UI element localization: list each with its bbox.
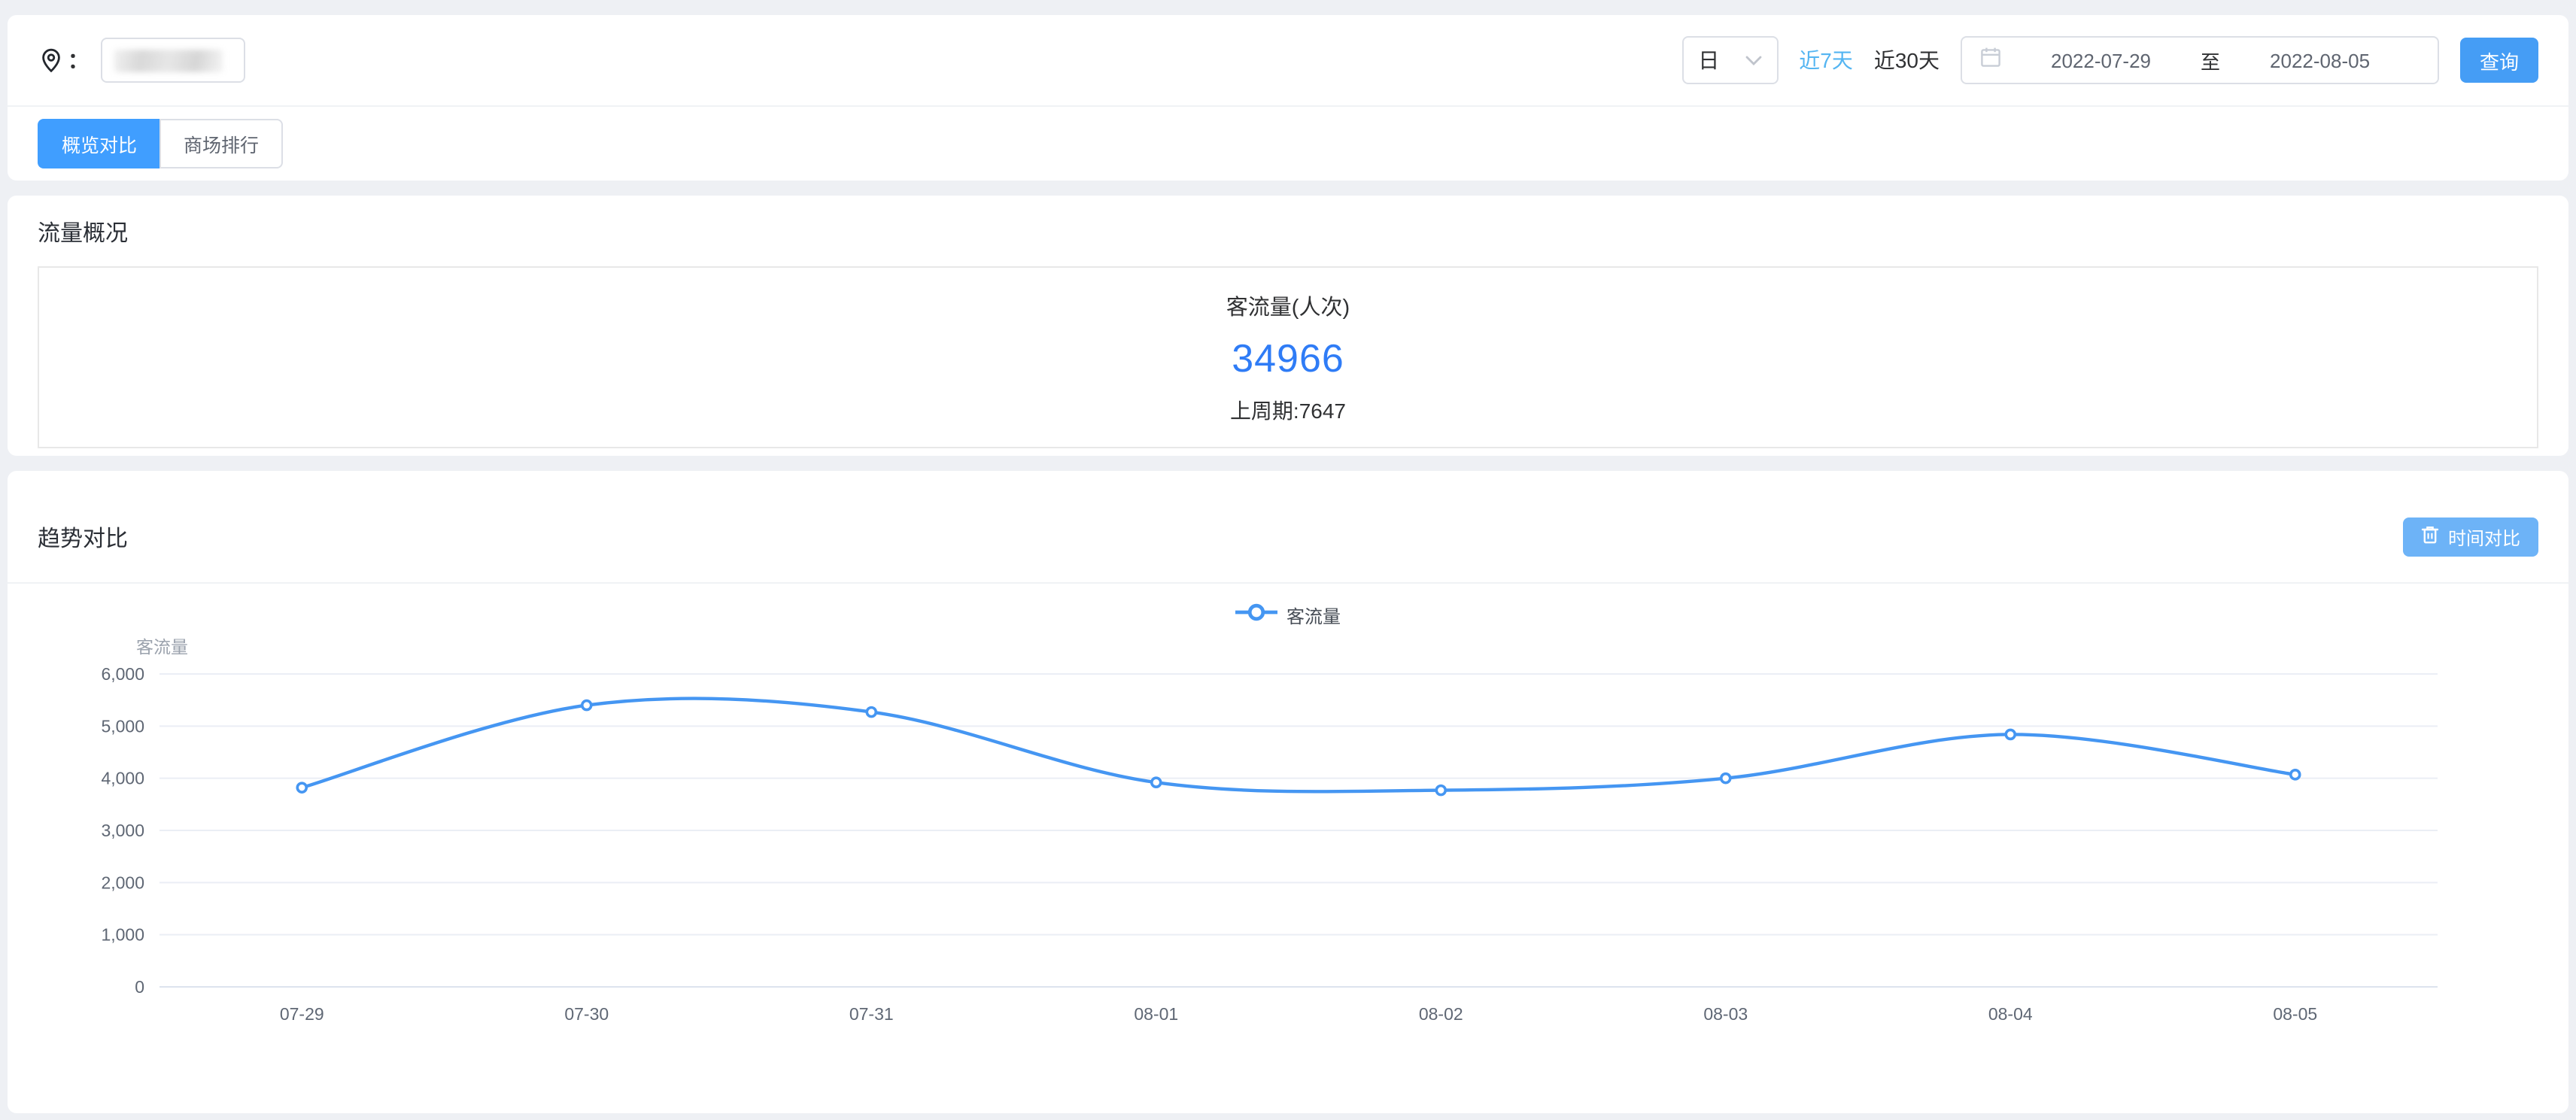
tab-group: 概览对比 商场排行 — [38, 119, 284, 168]
toolbar-card: ： 日 近7天 近30天 — [8, 15, 2568, 181]
svg-text:1,000: 1,000 — [101, 925, 144, 945]
metric-value: 34966 — [1232, 335, 1344, 381]
svg-text:5,000: 5,000 — [101, 716, 144, 736]
end-date-input[interactable]: 2022-08-05 — [2270, 49, 2371, 71]
legend-label: 客流量 — [1286, 606, 1341, 627]
legend-item-traffic[interactable]: 客流量 — [1235, 602, 1341, 629]
svg-text:08-05: 08-05 — [2273, 1004, 2317, 1024]
chevron-down-icon — [1745, 47, 1761, 74]
svg-text:07-30: 07-30 — [564, 1004, 609, 1024]
date-controls: 日 近7天 近30天 — [1681, 36, 2538, 84]
svg-text:08-03: 08-03 — [1703, 1004, 1748, 1024]
store-selector[interactable] — [101, 38, 245, 83]
metric-previous-period: 上周期:7647 — [1229, 399, 1347, 423]
svg-text:3,000: 3,000 — [101, 821, 144, 840]
date-range-separator: 至 — [2201, 50, 2221, 73]
granularity-select[interactable]: 日 — [1681, 36, 1779, 84]
svg-text:6,000: 6,000 — [101, 664, 144, 684]
svg-text:客流量: 客流量 — [136, 637, 188, 657]
location-pin-icon — [38, 47, 65, 74]
svg-text:0: 0 — [135, 977, 144, 997]
svg-text:08-02: 08-02 — [1419, 1004, 1463, 1024]
quick-range-7d[interactable]: 近7天 — [1799, 48, 1853, 72]
time-compare-button[interactable]: 时间对比 — [2402, 518, 2538, 557]
overview-section-title: 流量概况 — [38, 221, 129, 247]
legend-line-marker-icon — [1235, 602, 1277, 629]
tab-mall-ranking[interactable]: 商场排行 — [159, 119, 284, 168]
svg-text:08-01: 08-01 — [1134, 1004, 1178, 1024]
trend-compare-card: 趋势对比 时间对比 — [8, 471, 2568, 1113]
tabs-row: 概览对比 商场排行 — [8, 107, 2568, 181]
quick-range-30d[interactable]: 近30天 — [1873, 48, 1940, 72]
trend-line-chart: 6,000 5,000 4,000 3,000 2,000 1,000 0 07-29 07-3… — [101, 637, 2438, 1024]
svg-text:07-31: 07-31 — [849, 1004, 894, 1024]
trash-icon — [2421, 525, 2439, 549]
granularity-value: 日 — [1698, 48, 1720, 72]
location-colon: ： — [68, 48, 89, 72]
date-range-picker[interactable]: 2022-07-29 至 2022-08-05 — [1961, 36, 2439, 84]
legend-row: 客流量 — [8, 602, 2568, 629]
start-date-input[interactable]: 2022-07-29 — [2051, 49, 2151, 71]
store-name-redacted — [114, 49, 223, 71]
search-button[interactable]: 查询 — [2460, 38, 2538, 83]
traffic-overview-card: 流量概况 客流量(人次) 34966 上周期:7647 — [8, 196, 2568, 456]
svg-text:4,000: 4,000 — [101, 769, 144, 788]
svg-text:07-29: 07-29 — [280, 1004, 324, 1024]
trend-section-title: 趋势对比 — [38, 526, 129, 551]
svg-text:08-04: 08-04 — [1988, 1004, 2033, 1024]
trend-header: 趋势对比 时间对比 — [8, 471, 2568, 584]
calendar-icon — [1980, 46, 2001, 74]
time-compare-label: 时间对比 — [2447, 527, 2520, 548]
traffic-metric-box: 客流量(人次) 34966 上周期:7647 — [38, 266, 2538, 448]
metric-label: 客流量(人次) — [1226, 296, 1350, 320]
filter-row: ： 日 近7天 近30天 — [8, 15, 2568, 107]
tab-overview-compare[interactable]: 概览对比 — [38, 119, 160, 168]
svg-text:2,000: 2,000 — [101, 873, 144, 892]
